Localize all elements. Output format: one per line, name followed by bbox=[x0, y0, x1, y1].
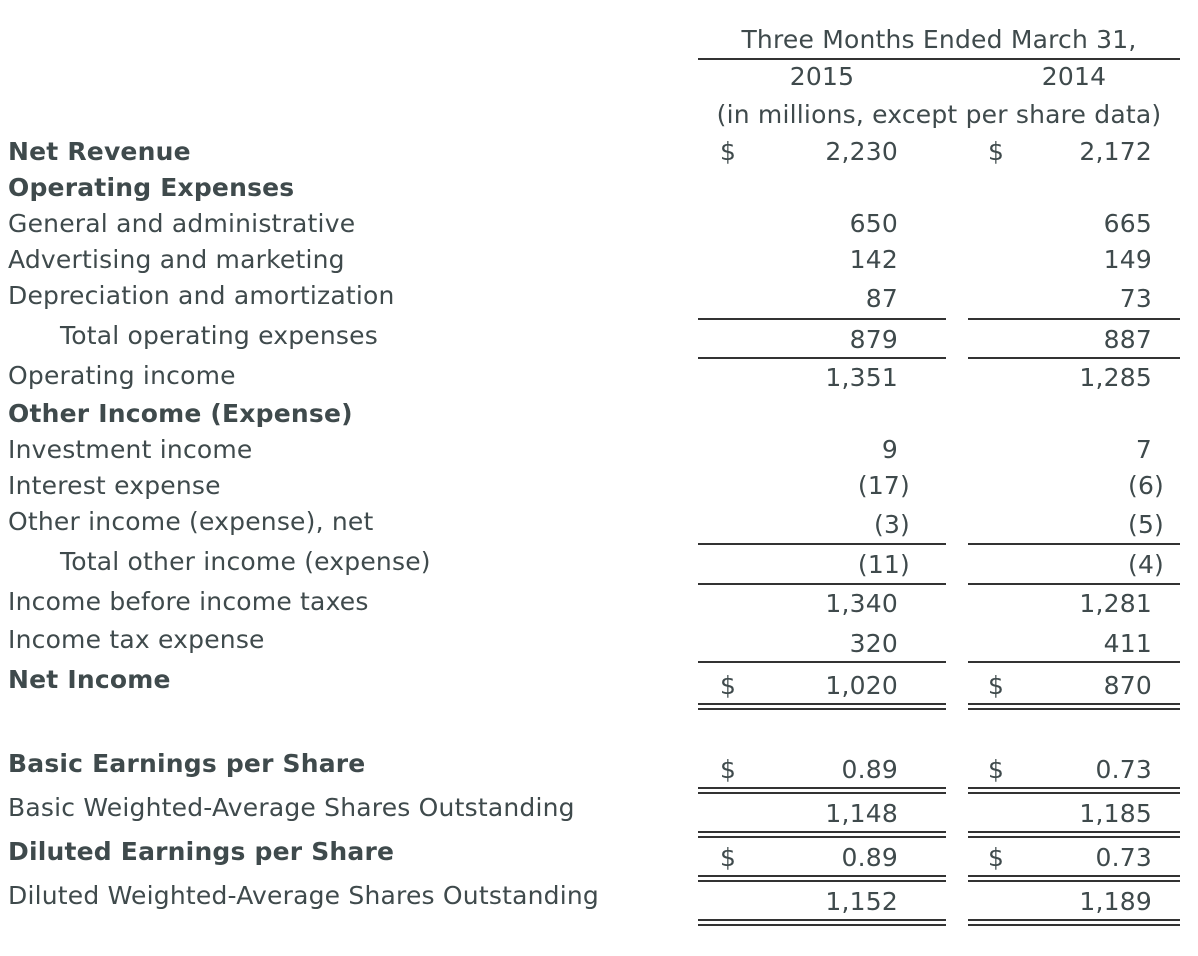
value-2015-total-other: (11) bbox=[857, 550, 910, 579]
total-rule bbox=[968, 357, 1180, 359]
value-2015-advertising: 142 bbox=[849, 245, 898, 274]
total-rule bbox=[698, 583, 946, 585]
row-label-basic-shares: Basic Weighted-Average Shares Outstandin… bbox=[8, 793, 575, 822]
row-label-advertising: Advertising and marketing bbox=[8, 245, 345, 274]
value-2015-basic-eps: 0.89 bbox=[841, 755, 898, 784]
row-label-investment-income: Investment income bbox=[8, 435, 253, 464]
row-label-operating-income: Operating income bbox=[8, 361, 236, 390]
value-2015-net-revenue: 2,230 bbox=[825, 137, 898, 166]
subtotal-rule bbox=[698, 543, 946, 545]
currency-symbol: $ bbox=[988, 755, 1005, 784]
year-2014-header: 2014 bbox=[1041, 62, 1107, 91]
section-other-income: Other Income (Expense) bbox=[8, 399, 353, 428]
value-2015-total-operating: 879 bbox=[849, 325, 898, 354]
double-rule bbox=[968, 875, 1180, 882]
subtotal-rule bbox=[968, 318, 1180, 320]
row-label-general-admin: General and administrative bbox=[8, 209, 356, 238]
currency-symbol: $ bbox=[720, 137, 737, 166]
row-label-other-net: Other income (expense), net bbox=[8, 507, 374, 536]
row-label-total-operating: Total operating expenses bbox=[60, 321, 378, 350]
row-label-income-tax: Income tax expense bbox=[8, 625, 265, 654]
row-label-net-revenue: Net Revenue bbox=[8, 137, 191, 166]
value-2015-diluted-shares: 1,152 bbox=[825, 887, 898, 916]
value-2014-diluted-shares: 1,189 bbox=[1079, 887, 1152, 916]
currency-symbol: $ bbox=[720, 671, 737, 700]
value-2014-interest-expense: (6) bbox=[1127, 471, 1164, 500]
value-2015-income-tax: 320 bbox=[849, 629, 898, 658]
total-rule bbox=[968, 583, 1180, 585]
total-rule bbox=[698, 357, 946, 359]
double-rule bbox=[698, 703, 946, 710]
section-operating-expenses: Operating Expenses bbox=[8, 173, 295, 202]
value-2014-depreciation: 73 bbox=[1119, 284, 1152, 313]
row-label-diluted-eps: Diluted Earnings per Share bbox=[8, 837, 395, 866]
value-2015-operating-income: 1,351 bbox=[825, 363, 898, 392]
subtotal-rule bbox=[698, 318, 946, 320]
value-2015-basic-shares: 1,148 bbox=[825, 799, 898, 828]
currency-symbol: $ bbox=[720, 755, 737, 784]
header-rule bbox=[698, 58, 1180, 60]
value-2014-income-tax: 411 bbox=[1103, 629, 1152, 658]
currency-symbol: $ bbox=[988, 137, 1005, 166]
row-label-interest-expense: Interest expense bbox=[8, 471, 221, 500]
value-2015-diluted-eps: 0.89 bbox=[841, 843, 898, 872]
value-2014-total-other: (4) bbox=[1127, 550, 1164, 579]
value-2014-investment-income: 7 bbox=[1135, 435, 1152, 464]
value-2014-net-income: 870 bbox=[1103, 671, 1152, 700]
row-label-basic-eps: Basic Earnings per Share bbox=[8, 749, 366, 778]
double-rule bbox=[968, 919, 1180, 926]
row-label-income-before-taxes: Income before income taxes bbox=[8, 587, 369, 616]
row-label-net-income: Net Income bbox=[8, 665, 171, 694]
period-header: Three Months Ended March 31, bbox=[741, 25, 1137, 54]
value-2014-general-admin: 665 bbox=[1103, 209, 1152, 238]
double-rule bbox=[698, 831, 946, 838]
subtotal-rule bbox=[968, 661, 1180, 663]
value-2015-investment-income: 9 bbox=[881, 435, 898, 464]
value-2014-total-operating: 887 bbox=[1103, 325, 1152, 354]
value-2014-diluted-eps: 0.73 bbox=[1095, 843, 1152, 872]
subtotal-rule bbox=[968, 543, 1180, 545]
currency-symbol: $ bbox=[988, 843, 1005, 872]
double-rule bbox=[968, 703, 1180, 710]
year-2015-header: 2015 bbox=[789, 62, 855, 91]
currency-symbol: $ bbox=[988, 671, 1005, 700]
units-note: (in millions, except per share data) bbox=[716, 100, 1162, 129]
value-2014-basic-shares: 1,185 bbox=[1079, 799, 1152, 828]
value-2014-advertising: 149 bbox=[1103, 245, 1152, 274]
double-rule bbox=[698, 787, 946, 794]
double-rule bbox=[968, 831, 1180, 838]
double-rule bbox=[968, 787, 1180, 794]
double-rule bbox=[698, 875, 946, 882]
double-rule bbox=[698, 919, 946, 926]
value-2015-depreciation: 87 bbox=[865, 284, 898, 313]
row-label-diluted-shares: Diluted Weighted-Average Shares Outstand… bbox=[8, 881, 599, 910]
value-2014-basic-eps: 0.73 bbox=[1095, 755, 1152, 784]
row-label-depreciation: Depreciation and amortization bbox=[8, 281, 395, 310]
value-2014-operating-income: 1,285 bbox=[1079, 363, 1152, 392]
value-2015-income-before-taxes: 1,340 bbox=[825, 589, 898, 618]
value-2015-interest-expense: (17) bbox=[857, 471, 910, 500]
value-2015-other-net: (3) bbox=[873, 510, 910, 539]
value-2014-other-net: (5) bbox=[1127, 510, 1164, 539]
currency-symbol: $ bbox=[720, 843, 737, 872]
value-2014-net-revenue: 2,172 bbox=[1079, 137, 1152, 166]
value-2014-income-before-taxes: 1,281 bbox=[1079, 589, 1152, 618]
value-2015-net-income: 1,020 bbox=[825, 671, 898, 700]
value-2015-general-admin: 650 bbox=[849, 209, 898, 238]
subtotal-rule bbox=[698, 661, 946, 663]
row-label-total-other: Total other income (expense) bbox=[60, 547, 431, 576]
